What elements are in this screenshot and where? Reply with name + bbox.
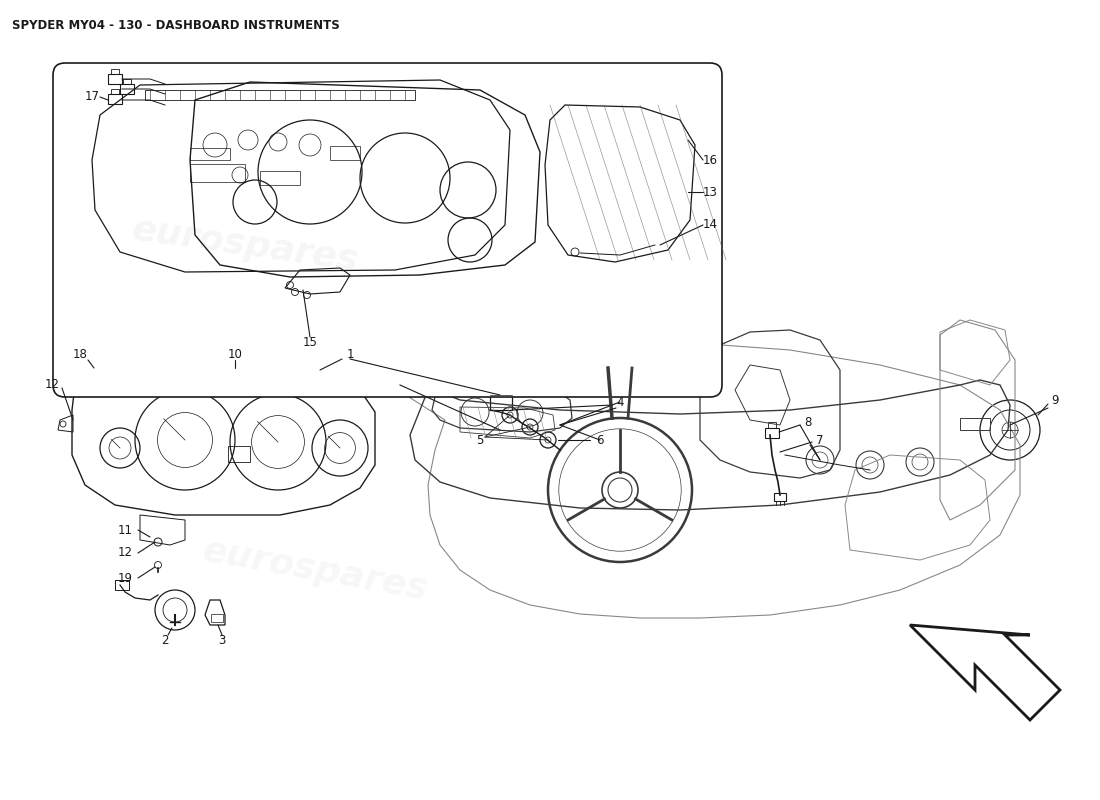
Bar — [228, 446, 250, 462]
Text: 8: 8 — [804, 415, 812, 429]
Text: 15: 15 — [302, 335, 318, 349]
FancyBboxPatch shape — [53, 63, 722, 397]
Bar — [502, 313, 518, 333]
Bar — [472, 317, 488, 337]
Text: 18: 18 — [73, 349, 87, 362]
Bar — [116, 580, 129, 590]
Text: 11: 11 — [118, 523, 132, 537]
Text: 12: 12 — [44, 378, 59, 391]
Bar — [108, 74, 122, 84]
Bar — [123, 79, 131, 84]
Text: 12: 12 — [118, 546, 132, 559]
Text: 17: 17 — [85, 90, 99, 103]
Bar — [84, 362, 96, 370]
Bar — [190, 148, 230, 160]
Bar — [190, 164, 245, 182]
Bar — [330, 146, 360, 160]
Text: 6: 6 — [596, 434, 604, 446]
Text: 19: 19 — [118, 571, 132, 585]
Text: 2: 2 — [162, 634, 168, 646]
Bar — [260, 171, 300, 185]
Text: 16: 16 — [703, 154, 717, 166]
Bar — [120, 84, 134, 94]
Text: 13: 13 — [703, 186, 717, 198]
Bar — [764, 428, 779, 438]
Text: 7: 7 — [816, 434, 824, 446]
Text: 4: 4 — [616, 395, 624, 409]
Bar — [960, 418, 990, 430]
Text: 10: 10 — [228, 349, 242, 362]
Bar — [768, 422, 776, 428]
Text: 9: 9 — [1052, 394, 1058, 406]
Bar — [211, 614, 223, 622]
Bar — [108, 94, 122, 104]
Bar — [111, 89, 119, 94]
Bar — [490, 380, 512, 410]
Text: eurospares: eurospares — [130, 212, 361, 278]
Text: 1: 1 — [346, 349, 354, 362]
Text: 3: 3 — [218, 634, 226, 646]
Bar — [104, 362, 116, 370]
Bar — [111, 69, 119, 74]
Bar — [145, 90, 415, 100]
Text: 14: 14 — [703, 218, 717, 231]
Text: eurospares: eurospares — [200, 534, 431, 606]
Bar — [447, 325, 463, 345]
Bar — [774, 493, 786, 501]
Text: SPYDER MY04 - 130 - DASHBOARD INSTRUMENTS: SPYDER MY04 - 130 - DASHBOARD INSTRUMENT… — [12, 19, 340, 32]
Text: 5: 5 — [476, 434, 484, 446]
